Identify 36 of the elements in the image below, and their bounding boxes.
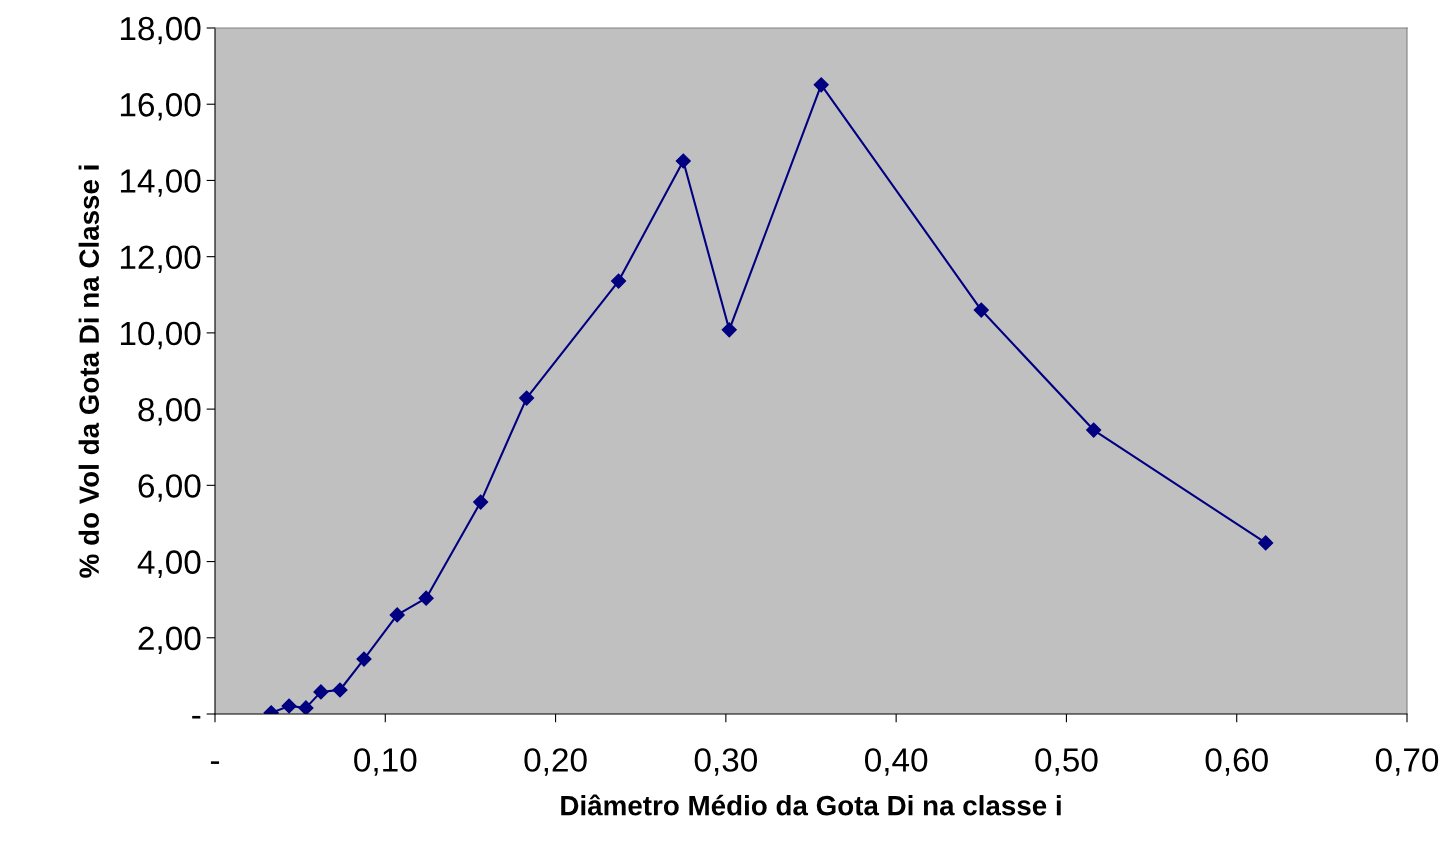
y-tick-label: 12,00 [120,245,201,274]
y-tick-label: 8,00 [138,397,201,426]
point [356,651,372,667]
x-tick-label: - [210,761,220,764]
x-tick-label: 0,20 [524,748,587,776]
point [389,607,405,623]
point [813,77,829,93]
point [418,590,434,606]
y-tick-label: 6,00 [138,474,201,502]
point [332,682,348,698]
x-tick-label: 0,50 [1035,748,1098,776]
point [298,700,314,714]
point [473,494,489,510]
x-tick-label: 0,70 [1375,748,1439,776]
point [721,322,737,338]
x-tick-label: 0,30 [694,748,757,776]
x-tick-label: 0,40 [865,748,928,776]
y-tick-label: 14,00 [120,169,201,197]
point [675,153,691,169]
x-axis-title: Diâmetro Médio da Gota Di na classe i [561,794,1061,816]
y-axis-title: % do Vol da Gota Di na Classe i [78,165,100,578]
y-tick-label: 2,00 [138,626,201,655]
point [313,684,329,700]
point [281,698,297,714]
point [1258,535,1274,551]
point [973,302,989,318]
x-tick-label: 0,10 [354,748,417,776]
y-tick-label: - [192,715,201,719]
point [611,273,627,289]
y-tick-label: 18,00 [120,16,201,45]
y-tick-label: 16,00 [120,93,201,121]
y-tick-label: 4,00 [137,550,201,578]
point [1086,422,1102,438]
x-tick-label: 0,60 [1205,748,1268,776]
point [519,390,535,406]
y-tick-label: 10,00 [120,321,201,350]
